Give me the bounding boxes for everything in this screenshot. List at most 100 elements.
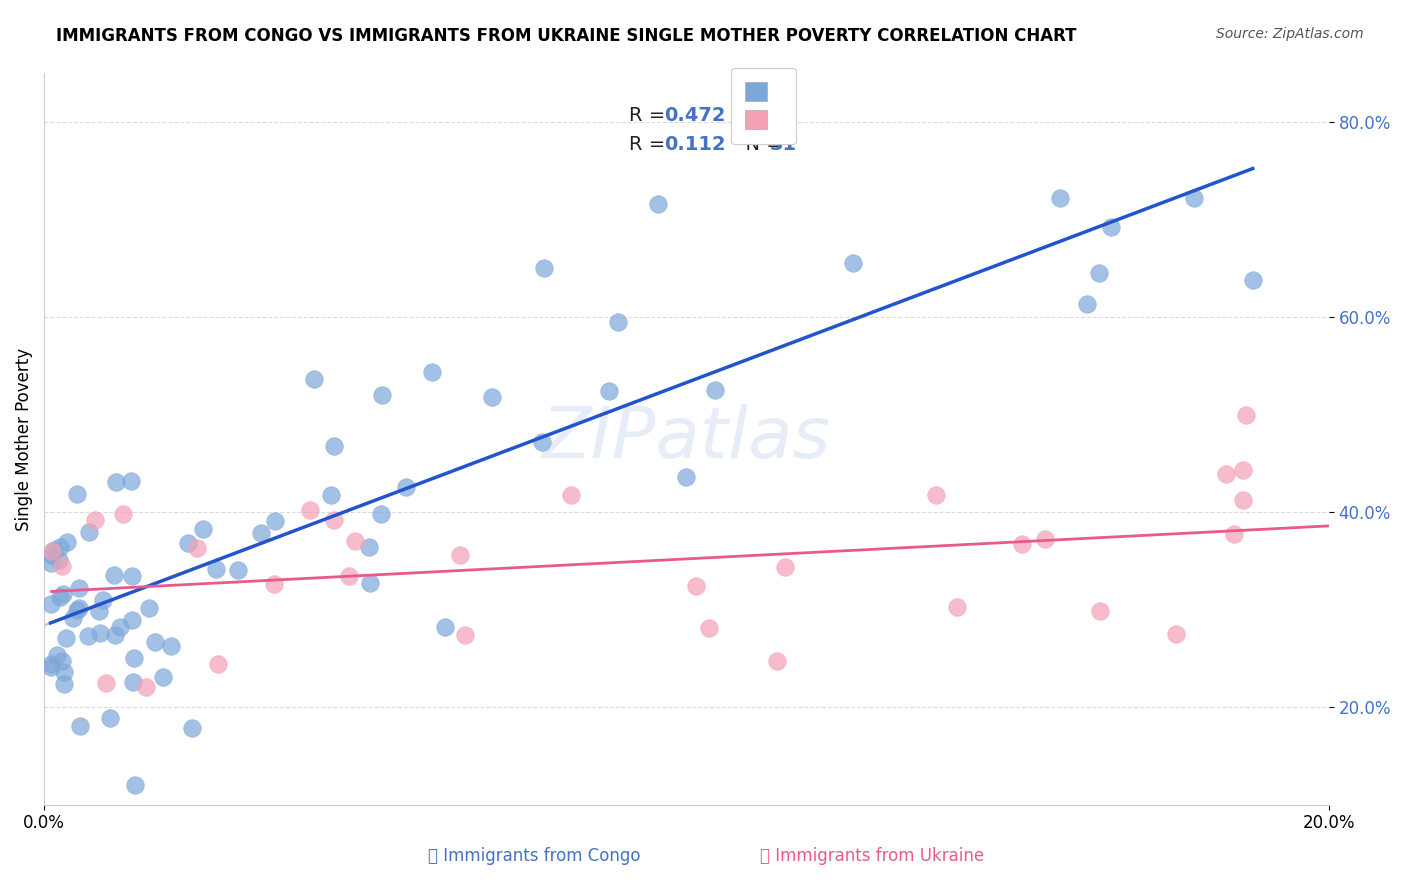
Point [1234, 408, 1257, 422]
Point [143, 634, 166, 648]
Text: 31: 31 [770, 135, 797, 154]
Point [110, 620, 132, 634]
Point [49, 590, 72, 604]
Point [52, 586, 75, 600]
Point [160, 640, 183, 654]
Point [370, 388, 392, 402]
Legend: , : , [731, 68, 796, 145]
Point [79, 524, 101, 539]
Point [323, 439, 346, 453]
Point [51, 559, 73, 574]
Point [343, 533, 366, 548]
Point [205, 562, 228, 576]
Point [186, 541, 208, 555]
Point [135, 680, 157, 694]
Point [67, 601, 90, 615]
Text: N =: N = [733, 106, 789, 125]
Text: IMMIGRANTS FROM CONGO VS IMMIGRANTS FROM UKRAINE SINGLE MOTHER POVERTY CORRELATI: IMMIGRANTS FROM CONGO VS IMMIGRANTS FROM… [56, 27, 1077, 45]
Point [89, 626, 111, 640]
Point [1088, 604, 1111, 618]
Point [685, 579, 707, 593]
Text: R =: R = [628, 135, 678, 154]
Point [226, 563, 249, 577]
Point [481, 391, 503, 405]
Point [49, 540, 72, 554]
Point [530, 435, 553, 450]
Y-axis label: Single Mother Poverty: Single Mother Poverty [15, 347, 32, 531]
Point [87, 604, 110, 618]
Point [181, 721, 204, 735]
Point [449, 549, 471, 563]
Text: 0.472: 0.472 [665, 106, 725, 125]
Point [298, 503, 321, 517]
Point [39, 597, 62, 611]
Point [67, 581, 90, 595]
Point [1087, 266, 1109, 280]
Point [177, 536, 200, 550]
Point [39, 548, 62, 562]
Text: N =: N = [733, 135, 789, 154]
Point [104, 475, 127, 489]
Point [39, 657, 62, 671]
Point [1232, 463, 1254, 477]
Point [52, 677, 75, 691]
Point [207, 657, 229, 672]
Point [395, 480, 418, 494]
Point [1182, 191, 1205, 205]
Point [121, 674, 143, 689]
Point [946, 599, 969, 614]
Point [121, 568, 143, 582]
Point [66, 603, 89, 617]
Point [697, 622, 720, 636]
Point [675, 469, 697, 483]
Point [433, 620, 456, 634]
Point [124, 778, 146, 792]
Point [98, 711, 121, 725]
Point [454, 628, 477, 642]
Point [842, 256, 865, 270]
Point [359, 575, 381, 590]
Point [77, 629, 100, 643]
Point [121, 613, 143, 627]
Point [263, 576, 285, 591]
Point [152, 670, 174, 684]
Point [42, 542, 65, 557]
Point [606, 315, 628, 329]
Point [1223, 527, 1246, 541]
Point [1232, 493, 1254, 508]
Point [66, 487, 89, 501]
Point [647, 197, 669, 211]
Text: ⬜ Immigrants from Ukraine: ⬜ Immigrants from Ukraine [759, 847, 984, 865]
Point [357, 540, 380, 554]
Point [69, 719, 91, 733]
Point [370, 507, 392, 521]
Point [560, 488, 582, 502]
Point [39, 660, 62, 674]
Point [48, 552, 70, 566]
Text: ⬜ Immigrants from Congo: ⬜ Immigrants from Congo [427, 847, 641, 865]
Point [1241, 273, 1264, 287]
Point [193, 522, 215, 536]
Point [84, 513, 107, 527]
Point [62, 611, 84, 625]
Point [41, 544, 63, 558]
Point [39, 556, 62, 570]
Point [775, 560, 797, 574]
Point [1099, 220, 1122, 235]
Point [337, 568, 360, 582]
Point [111, 508, 134, 522]
Point [1033, 532, 1056, 546]
Point [598, 384, 620, 398]
Point [250, 526, 273, 541]
Point [766, 654, 789, 668]
Point [94, 676, 117, 690]
Point [304, 372, 326, 386]
Point [533, 261, 555, 276]
Point [91, 592, 114, 607]
Point [1215, 467, 1237, 481]
Point [319, 488, 342, 502]
Text: Source: ZipAtlas.com: Source: ZipAtlas.com [1216, 27, 1364, 41]
Point [703, 383, 725, 397]
Text: ZIPatlas: ZIPatlas [541, 404, 831, 474]
Point [55, 631, 77, 645]
